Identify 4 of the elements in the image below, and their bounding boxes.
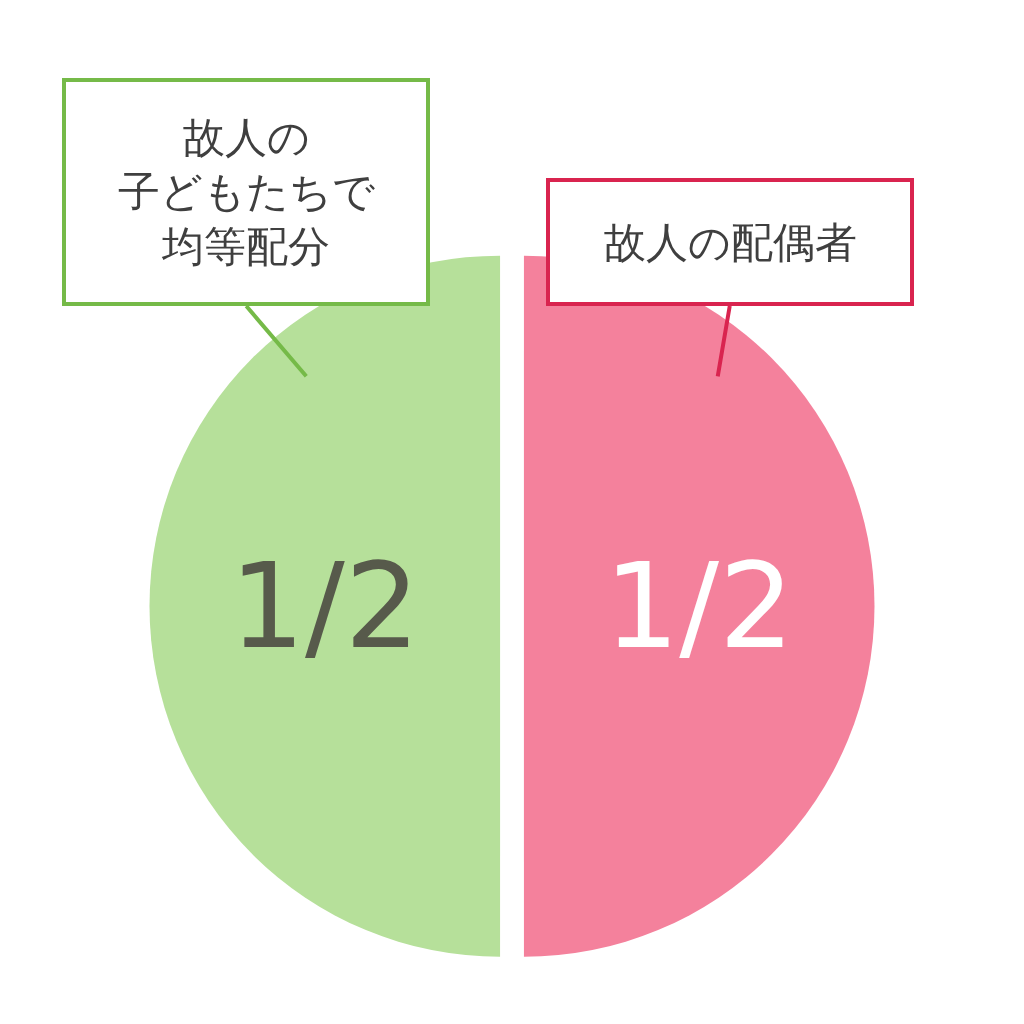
slice-label: 故人の配偶者 <box>603 217 857 267</box>
slice-label: 故人の子どもたちで均等配分 <box>117 112 375 272</box>
data-label: 1/2 <box>604 537 795 676</box>
data-label: 1/2 <box>229 537 420 676</box>
